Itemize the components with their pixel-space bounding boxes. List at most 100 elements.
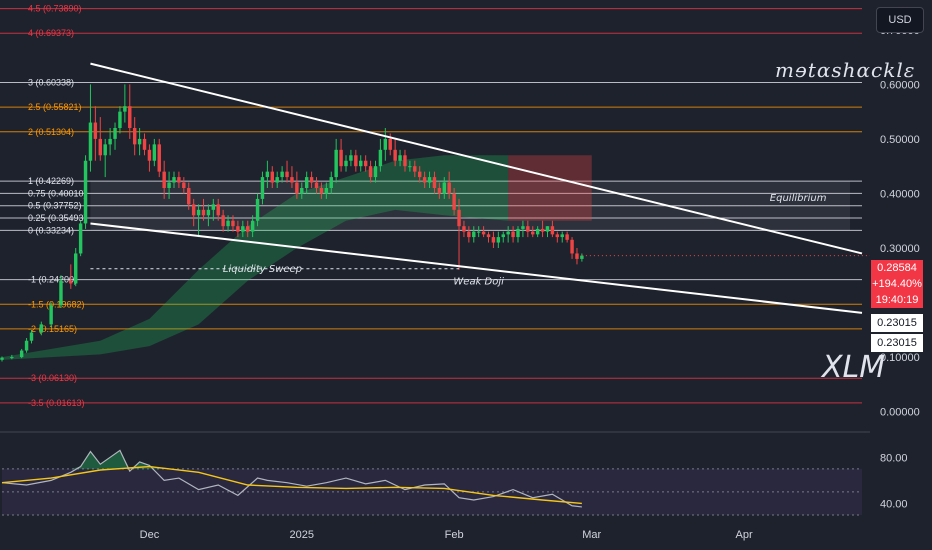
candle	[236, 226, 240, 232]
candle	[575, 253, 579, 259]
candle	[432, 177, 437, 188]
candle	[162, 171, 166, 188]
date-tick: Mar	[582, 529, 601, 541]
candle	[245, 226, 250, 232]
candle	[270, 171, 275, 183]
candle	[403, 155, 407, 167]
candle	[359, 160, 363, 167]
price-tick: 0.60000	[880, 79, 920, 91]
candle	[472, 231, 476, 238]
candle	[206, 209, 211, 216]
candle	[521, 226, 525, 229]
candle	[49, 305, 53, 325]
candle	[142, 138, 147, 150]
date-tick: 2025	[290, 529, 314, 541]
candle	[467, 231, 471, 238]
fib-label: -3 (0.06130)	[28, 373, 77, 383]
price-tick: 0.40000	[880, 188, 920, 200]
rsi-pane[interactable]: 80.00 40.00	[1, 449, 908, 516]
fib-label: -2 (0.15165)	[28, 324, 77, 334]
candle	[309, 177, 314, 183]
candle	[191, 204, 196, 216]
candle	[108, 138, 112, 145]
candle	[250, 220, 255, 232]
price-label-b: 0.23015	[871, 334, 923, 352]
candle	[565, 234, 569, 240]
candle	[255, 198, 260, 221]
date-tick: Apr	[735, 529, 752, 541]
candle	[39, 324, 44, 333]
candle	[388, 138, 392, 150]
annotations[interactable]: Equilibrium Liquidity Sweep Weak Doji	[90, 193, 827, 288]
candle	[344, 160, 348, 167]
candle	[398, 155, 402, 161]
candle	[555, 234, 560, 238]
trendline	[90, 62, 863, 255]
time-axis[interactable]: Dec 2025 Feb Mar Apr	[140, 529, 753, 541]
candle	[457, 209, 461, 227]
trendlines	[90, 62, 863, 314]
candle	[10, 357, 14, 359]
fib-label: -1.5 (0.19682)	[28, 299, 85, 309]
current-price-box: 0.28584 +194.40% 19:40:19	[871, 260, 923, 308]
candle	[103, 144, 107, 156]
candle	[152, 144, 157, 161]
current-price: 0.28584	[877, 262, 917, 274]
candle	[486, 234, 491, 238]
candle	[132, 128, 137, 145]
candle	[378, 149, 383, 167]
candle	[241, 226, 245, 232]
candle	[570, 239, 574, 254]
candle	[408, 166, 412, 168]
candle	[157, 144, 161, 172]
candle	[78, 223, 83, 254]
candle	[427, 177, 432, 183]
candle	[363, 160, 368, 167]
symbol-watermark: XLM	[822, 350, 886, 385]
candle	[98, 138, 103, 156]
candle	[481, 231, 486, 235]
candle	[285, 171, 289, 178]
candle	[196, 209, 201, 216]
candle	[511, 231, 515, 238]
candle	[324, 188, 329, 194]
candle	[413, 166, 417, 172]
date-tick: Feb	[445, 529, 464, 541]
candle	[368, 166, 373, 178]
candle	[167, 182, 171, 188]
candle	[314, 182, 319, 188]
fib-label: 0.75 (0.40010)	[28, 188, 87, 198]
candle	[496, 237, 501, 243]
candle	[118, 111, 122, 128]
price-tick: 0.00000	[880, 407, 920, 419]
fib-label: 4.5 (0.73890)	[28, 4, 82, 14]
candle	[59, 280, 63, 306]
candle	[83, 160, 88, 224]
candle	[0, 357, 4, 360]
fib-label: 0 (0.33234)	[28, 225, 74, 235]
candle	[73, 253, 78, 284]
candle	[319, 188, 324, 194]
candle	[452, 193, 456, 210]
annotation: Weak Doji	[453, 277, 504, 288]
fib-label: -3.5 (0.01613)	[28, 398, 85, 408]
candle	[540, 228, 545, 232]
candle	[476, 231, 481, 233]
annotation: Liquidity Sweep	[223, 264, 302, 275]
candle	[442, 182, 447, 194]
candle	[265, 171, 270, 178]
fib-label: 0.25 (0.35493)	[28, 213, 87, 223]
candle	[506, 231, 510, 235]
candle	[354, 155, 358, 167]
candle	[128, 106, 132, 128]
candle	[24, 340, 29, 351]
currency-button[interactable]: USD	[876, 7, 924, 33]
candle	[304, 177, 309, 188]
candle	[550, 226, 555, 235]
candle	[417, 171, 422, 178]
candle	[216, 204, 220, 216]
candle	[29, 332, 34, 341]
candle	[88, 122, 93, 161]
candle	[295, 182, 299, 194]
candle	[260, 177, 265, 199]
